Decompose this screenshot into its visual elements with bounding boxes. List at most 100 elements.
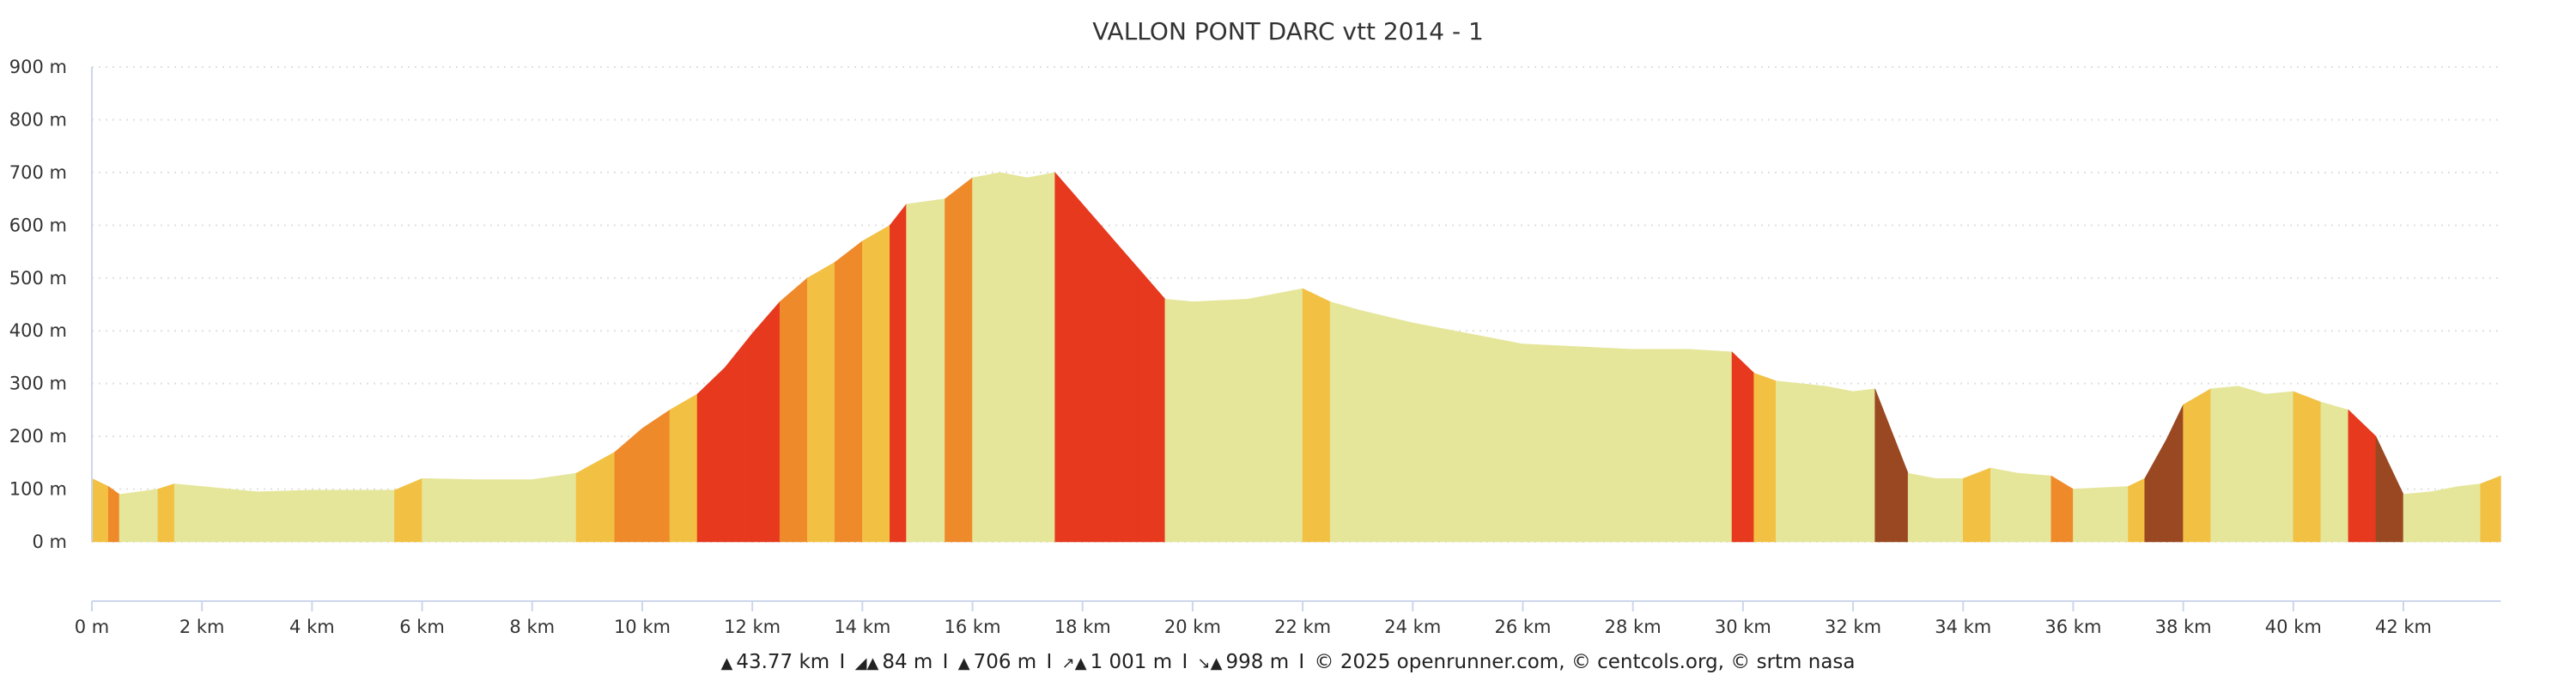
profile-segment [1357, 309, 1413, 543]
profile-segment [312, 489, 395, 543]
profile-segment [532, 472, 577, 543]
descent-icon: ↘▲ [1197, 654, 1223, 672]
y-tick-label: 600 m [9, 215, 67, 235]
x-tick-label: 26 km [1494, 617, 1551, 637]
profile-segment [779, 277, 808, 543]
axes: 0 m 100 m 200 m 300 m 400 m 500 m 600 m 700 m 80… [9, 57, 2501, 637]
profile-segment [724, 332, 753, 543]
x-tick-label: 2 km [179, 617, 225, 637]
distance-value: 43.77 km [736, 651, 830, 673]
profile-segment [2238, 386, 2267, 543]
chart-title: VALLON PONT DARC vtt 2014 - 1 [1092, 17, 1484, 46]
profile-segment [1412, 322, 1468, 543]
profile-segment [669, 393, 698, 543]
profile-segment [1825, 386, 1854, 543]
y-tick-label: 900 m [9, 57, 67, 77]
credits: © 2025 openrunner.com, © centcols.org, ©… [1314, 651, 1856, 673]
x-tick-label: 36 km [2044, 617, 2101, 637]
x-tick-label: 42 km [2375, 617, 2432, 637]
profile-segment [2128, 477, 2146, 543]
profile-segment [1874, 388, 1909, 543]
profile-segment [1776, 380, 1826, 543]
profile-segment [2166, 404, 2184, 543]
profile-segment [1731, 351, 1754, 543]
profile-segment [91, 477, 109, 543]
profile-segment [2144, 438, 2167, 543]
profile-segment [1054, 172, 1084, 543]
profile-segment [107, 485, 120, 543]
profile-segment [999, 172, 1028, 543]
min-altitude-icon: ◢▲ [854, 654, 879, 672]
separator: I [839, 651, 846, 673]
profile-segment [2430, 486, 2459, 543]
y-tick-label: 100 m [9, 479, 67, 500]
x-tick-label: 22 km [1274, 617, 1331, 637]
profile-segment [2348, 409, 2377, 543]
y-tick-label: 800 m [9, 109, 67, 130]
profile-segment [1467, 332, 1523, 543]
x-tick-label: 40 km [2265, 617, 2322, 637]
profile-segment [1109, 234, 1139, 543]
profile-segment [1632, 349, 1689, 543]
profile-segment [906, 198, 945, 543]
separator: I [1182, 651, 1188, 673]
y-tick-label: 300 m [9, 374, 67, 394]
profile-segment [2018, 472, 2052, 543]
x-tick-label: 34 km [1935, 617, 1991, 637]
profile-segment [751, 301, 781, 543]
x-tick-label: 20 km [1164, 617, 1221, 637]
x-tick-label: 32 km [1825, 617, 1881, 637]
separator: I [1298, 651, 1305, 673]
x-tick-label: 0 m [75, 617, 110, 637]
route-stats-footer: ▲ 43.77 km I ◢▲ 84 m I ▲ 706 m I ↗▲ 1 001 m … [0, 651, 2576, 673]
x-tick-label: 4 km [289, 617, 335, 637]
y-tick-label: 0 m [33, 532, 68, 552]
profile-segment [1907, 472, 1936, 543]
profile-segment [1027, 172, 1055, 543]
ascent-icon: ↗▲ [1061, 654, 1087, 672]
x-tick-label: 6 km [399, 617, 445, 637]
min-altitude-value: 84 m [882, 651, 933, 673]
profile-segment [2320, 401, 2349, 543]
profile-segment [1164, 299, 1194, 543]
max-altitude-icon: ▲ [957, 654, 970, 672]
x-tick-label: 30 km [1715, 617, 1771, 637]
profile-segment [1935, 477, 1964, 543]
profile-segment [2375, 435, 2404, 543]
profile-segment [696, 367, 726, 543]
profile-segment [1962, 467, 1991, 543]
profile-segment [972, 172, 1000, 543]
ascent-value: 1 001 m [1090, 651, 1173, 673]
profile-segment [1247, 293, 1276, 543]
x-tick-label: 38 km [2155, 617, 2212, 637]
profile-segment [1192, 299, 1249, 543]
profile-segment [1302, 288, 1331, 543]
profile-segment [2480, 475, 2501, 543]
x-tick-label: 16 km [945, 617, 1001, 637]
profile-segment [1990, 467, 2019, 543]
separator: I [1046, 651, 1053, 673]
x-tick-label: 14 km [834, 617, 890, 637]
profile-segment [422, 477, 477, 543]
x-tick-label: 28 km [1605, 617, 1662, 637]
x-tick-label: 8 km [509, 617, 555, 637]
separator: I [942, 651, 949, 673]
profile-segment [2050, 475, 2074, 543]
profile-segment [2293, 391, 2322, 543]
profile-segment [1753, 372, 1777, 543]
profile-segment [256, 489, 313, 543]
profile-segment [2183, 388, 2211, 543]
profile-segment [1082, 203, 1111, 543]
profile-segment [1687, 349, 1733, 543]
y-tick-label: 400 m [9, 320, 67, 341]
profile-segment [1522, 344, 1578, 543]
profile-segment [1852, 388, 1875, 543]
max-altitude-value: 706 m [973, 651, 1037, 673]
profile-segment [806, 261, 835, 543]
profile-segment [834, 240, 863, 543]
y-tick-label: 200 m [9, 426, 67, 447]
profile-segment [862, 224, 890, 543]
x-tick-label: 12 km [724, 617, 781, 637]
profile-segment [575, 452, 616, 543]
x-tick-label: 24 km [1384, 617, 1441, 637]
